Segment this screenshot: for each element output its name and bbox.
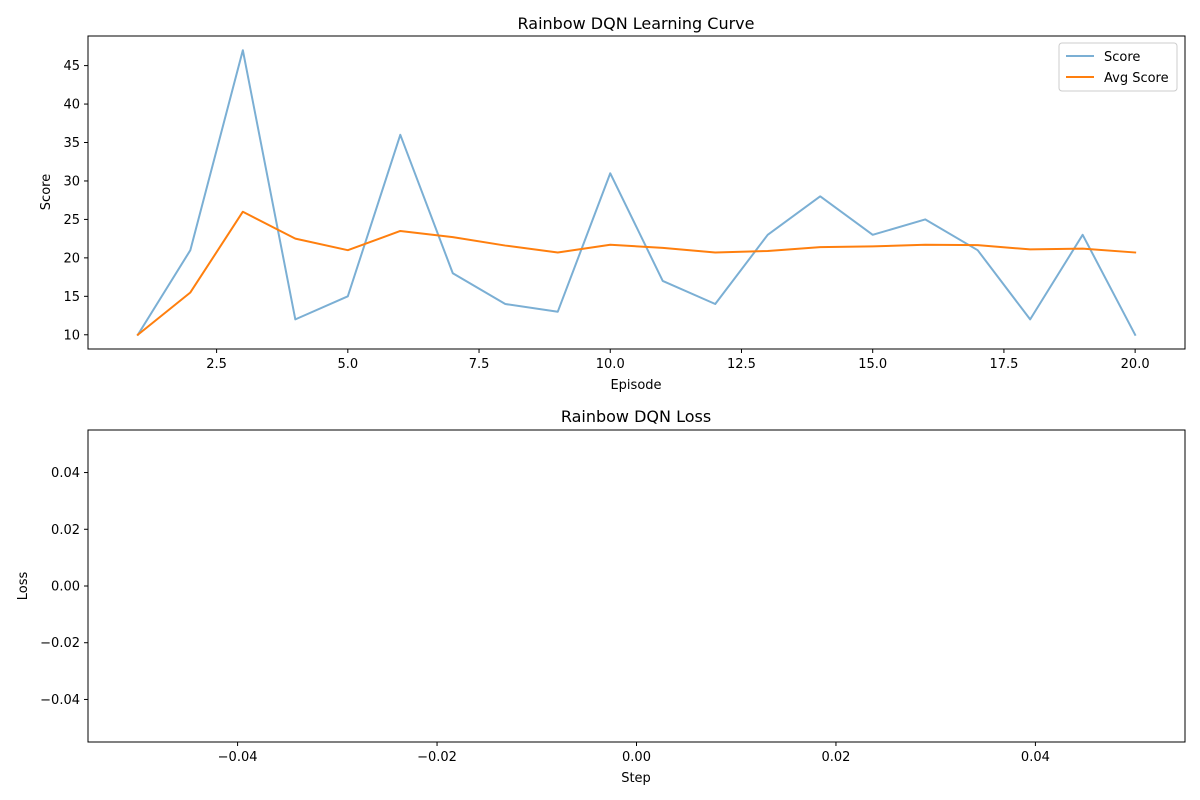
- axes-frame: [87, 429, 1186, 743]
- x-tick-label: 17.5: [989, 357, 1018, 372]
- legend-label-avg-score: Avg Score: [1104, 71, 1169, 86]
- x-tick-label: 10.0: [596, 357, 625, 372]
- legend: Score Avg Score: [1058, 42, 1178, 92]
- y-tick-label: 0.00: [51, 580, 80, 595]
- y-tick-label: 20: [63, 251, 80, 266]
- x-tick-label: 0.04: [1021, 750, 1050, 765]
- x-tick-label: −0.02: [417, 750, 457, 765]
- y-tick-label: 0.02: [51, 523, 80, 538]
- y-tick-label: 15: [63, 290, 80, 305]
- x-tick-label: 5.0: [337, 357, 358, 372]
- ticks-group: 2.5 5.0 7.5 10.0 12.5 15.0 17.5 20.0 10 15 20 25 30 3…: [63, 59, 1149, 372]
- x-tick-label: 0.00: [622, 750, 651, 765]
- y-tick-label: 0.04: [51, 466, 80, 481]
- x-tick-label: 2.5: [206, 357, 227, 372]
- chart-title: Rainbow DQN Learning Curve: [518, 14, 755, 33]
- x-tick-label: 20.0: [1121, 357, 1150, 372]
- chart-title: Rainbow DQN Loss: [561, 407, 711, 426]
- x-tick-label: 7.5: [469, 357, 490, 372]
- axes-frame: [87, 35, 1186, 350]
- x-tick-label: 15.0: [858, 357, 887, 372]
- loss-chart: Rainbow DQN Loss −0.04 −0.02 0.00 0.02 0.04−…: [16, 407, 1186, 786]
- y-tick-label: 35: [63, 136, 80, 151]
- x-tick-label: 12.5: [727, 357, 756, 372]
- y-tick-label: 25: [63, 213, 80, 228]
- y-tick-label: −0.04: [40, 693, 80, 708]
- y-tick-label: 10: [63, 328, 80, 343]
- series-line-avg-score: [136, 210, 1137, 337]
- ticks-group: −0.04 −0.02 0.00 0.02 0.04 −0.04 −0.02 0.00 0.02…: [40, 466, 1050, 765]
- y-tick-label: −0.02: [40, 636, 80, 651]
- learning-curve-chart: Rainbow DQN Learning Curve 2.5 5.0 7.5 10.0…: [39, 14, 1186, 393]
- y-tick-label: 30: [63, 174, 80, 189]
- y-axis-label: Loss: [16, 572, 31, 601]
- x-tick-label: −0.04: [218, 750, 258, 765]
- y-tick-label: 40: [63, 98, 80, 113]
- x-tick-label: 0.02: [821, 750, 850, 765]
- x-axis-label: Step: [621, 771, 651, 786]
- plot-group: [136, 49, 1137, 337]
- x-axis-label: Episode: [610, 378, 661, 393]
- y-tick-label: 45: [63, 59, 80, 74]
- legend-label-score: Score: [1104, 50, 1140, 65]
- y-axis-label: Score: [39, 174, 54, 210]
